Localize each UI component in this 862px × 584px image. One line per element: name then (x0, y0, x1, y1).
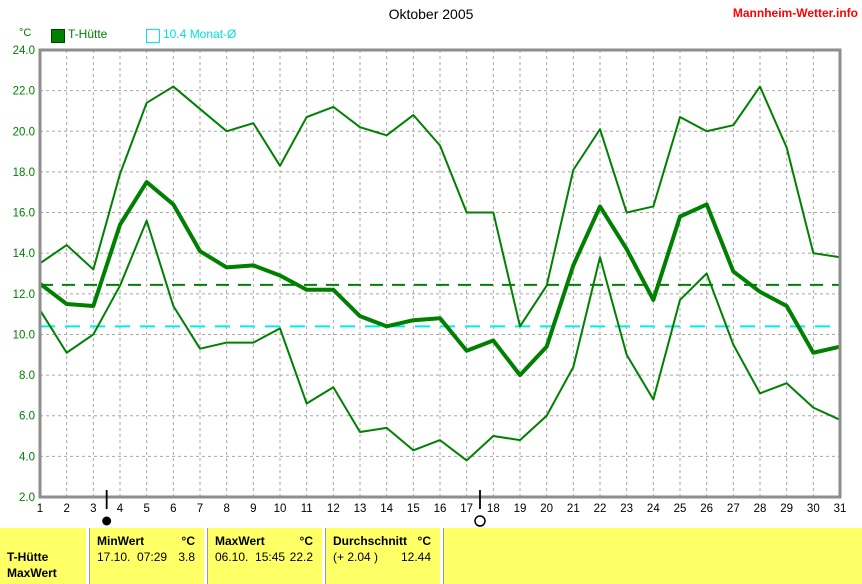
legend-label-t-huette: T-Hütte (68, 27, 108, 41)
x-tick-label: 3 (90, 503, 96, 515)
x-tick-label: 24 (647, 503, 660, 515)
minwert-unit: °C (181, 534, 195, 548)
y-tick-label: 20.0 (13, 126, 35, 138)
x-tick-label: 26 (700, 503, 713, 515)
max-temp-line (39, 85, 841, 328)
x-tick-label: 18 (487, 503, 500, 515)
x-tick-label: 6 (170, 503, 176, 515)
y-tick-label: 18.0 (13, 167, 35, 179)
stats-footer: T-Hütte MaxWert MinWert °C 17.10. 07:29 … (0, 528, 862, 584)
x-tick-label: 11 (301, 503, 313, 515)
minwert-datetime: 17.10. 07:29 (97, 550, 168, 564)
y-tick-label: 14.0 (13, 248, 35, 260)
maxwert-datetime: 06.10. 15:45 (215, 550, 286, 564)
maxwert-value: 22.2 (289, 550, 313, 564)
x-tick-label: 9 (250, 503, 256, 515)
x-tick-label: 21 (567, 503, 580, 515)
monat-avg-legend-swatch-icon (146, 29, 160, 43)
maxwert-header: MaxWert (215, 534, 265, 548)
page-title: Oktober 2005 (388, 6, 474, 22)
x-tick-label: 17 (460, 503, 473, 515)
y-tick-label: 2.0 (19, 492, 35, 504)
x-tick-label: 4 (117, 503, 124, 515)
x-tick-label: 23 (620, 503, 633, 515)
new-moon-icon (102, 516, 112, 526)
plot-frame (38, 48, 842, 499)
x-tick-label: 10 (274, 503, 287, 515)
x-tick-label: 29 (780, 503, 793, 515)
y-tick-label: 10.0 (13, 329, 35, 341)
x-tick-label: 25 (674, 503, 687, 515)
footer-maxwert-box: MaxWert °C 06.10. 15:45 22.2 (207, 528, 322, 584)
x-tick-label: 12 (327, 503, 340, 515)
y-axis-unit-label: °C (19, 27, 32, 39)
x-tick-label: 30 (807, 503, 820, 515)
footer-minwert-box: MinWert °C 17.10. 07:29 3.8 (89, 528, 204, 584)
durchschnitt-unit: °C (417, 534, 431, 548)
footer-series-row-2: MaxWert (7, 566, 57, 580)
x-tick-label: 8 (223, 503, 229, 515)
x-tick-label: 14 (380, 503, 393, 515)
footer-series-row-1: T-Hütte (7, 550, 49, 564)
x-tick-label: 16 (434, 503, 447, 515)
durchschnitt-deviation: (+ 2.04 ) (333, 550, 379, 564)
footer-durchschnitt-box: Durchschnitt °C (+ 2.04 ) 12.44 (325, 528, 440, 584)
x-tick-label: 27 (727, 503, 740, 515)
y-tick-label: 12.0 (13, 289, 35, 301)
y-tick-label: 6.0 (19, 411, 35, 423)
minwert-value: 3.8 (178, 550, 195, 564)
x-tick-label: 13 (354, 503, 367, 515)
x-tick-label: 15 (407, 503, 420, 515)
x-tick-label: 1 (37, 503, 43, 515)
mean-temp-line (38, 180, 841, 378)
footer-series-box: T-Hütte MaxWert (0, 528, 86, 584)
x-tick-label: 22 (594, 503, 607, 515)
x-tick-label: 20 (540, 503, 553, 515)
x-tick-label: 5 (143, 503, 149, 515)
x-tick-label: 7 (197, 503, 203, 515)
t-huette-legend-swatch-icon (51, 29, 65, 43)
x-tick-label: 31 (834, 503, 847, 515)
x-tick-label: 19 (514, 503, 527, 515)
minwert-header: MinWert (97, 534, 145, 548)
y-tick-label: 16.0 (13, 208, 35, 220)
min-temp-line (39, 219, 841, 462)
y-tick-label: 22.0 (13, 86, 35, 98)
footer-empty-box (443, 528, 862, 584)
durchschnitt-header: Durchschnitt (333, 534, 408, 548)
durchschnitt-value: 12.44 (400, 550, 431, 564)
y-tick-label: 24.0 (13, 45, 35, 57)
site-link[interactable]: Mannheim-Wetter.info (732, 6, 858, 20)
y-tick-label: 4.0 (19, 451, 35, 463)
x-tick-label: 2 (63, 503, 69, 515)
y-tick-label: 8.0 (19, 370, 35, 382)
legend-label-monat-avg: 10.4 Monat-Ø (163, 27, 237, 41)
full-moon-icon (474, 515, 486, 527)
maxwert-unit: °C (299, 534, 313, 548)
x-tick-label: 28 (754, 503, 767, 515)
